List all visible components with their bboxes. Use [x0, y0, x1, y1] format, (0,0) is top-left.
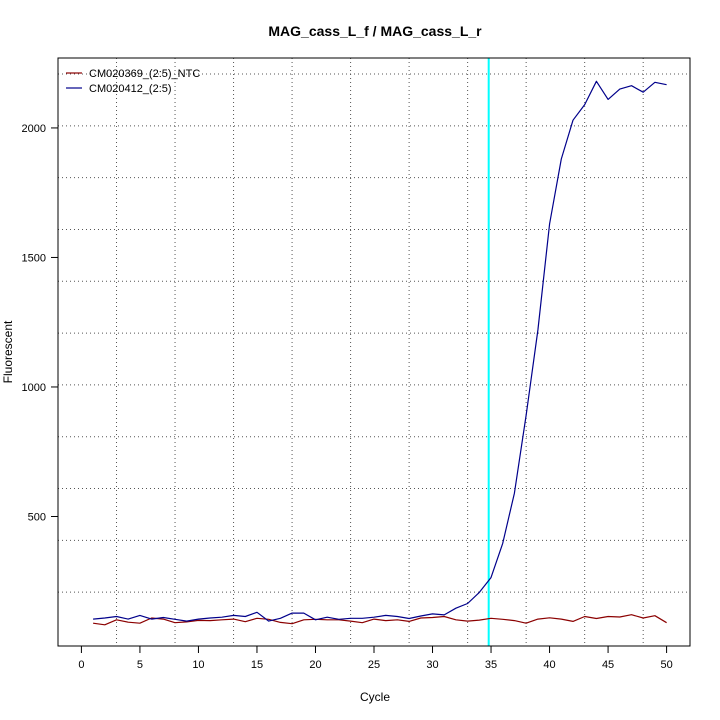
x-tick-label: 20	[309, 659, 321, 671]
x-tick-label: 25	[368, 659, 380, 671]
legend-label: CM020369_(2:5)_NTC	[89, 68, 200, 80]
series-lines	[93, 58, 667, 646]
series-line	[93, 80, 667, 622]
y-tick-label: 1500	[22, 252, 46, 264]
y-tick-label: 1000	[22, 382, 46, 394]
series-line	[93, 614, 667, 626]
grid-lines	[58, 58, 690, 646]
y-tick-label: 2000	[22, 123, 46, 135]
x-tick-label: 10	[192, 659, 204, 671]
plot-frame	[57, 57, 691, 647]
legend: CM020369_(2:5)_NTC CM020412_(2:5)	[66, 68, 200, 95]
legend-label: CM020412_(2:5)	[89, 83, 172, 95]
x-tick-label: 50	[660, 659, 672, 671]
x-tick-label: 45	[602, 659, 614, 671]
y-axis-label: Fluorescent	[1, 320, 15, 383]
x-tick-label: 5	[137, 659, 143, 671]
x-tick-label: 0	[78, 659, 84, 671]
x-axis-label: Cycle	[360, 690, 390, 704]
y-tick-label: 500	[28, 511, 46, 523]
x-tick-label: 15	[251, 659, 263, 671]
x-tick-label: 40	[543, 659, 555, 671]
x-tick-label: 30	[426, 659, 438, 671]
chart-title: MAG_cass_L_f / MAG_cass_L_r	[268, 23, 482, 39]
x-tick-label: 35	[485, 659, 497, 671]
